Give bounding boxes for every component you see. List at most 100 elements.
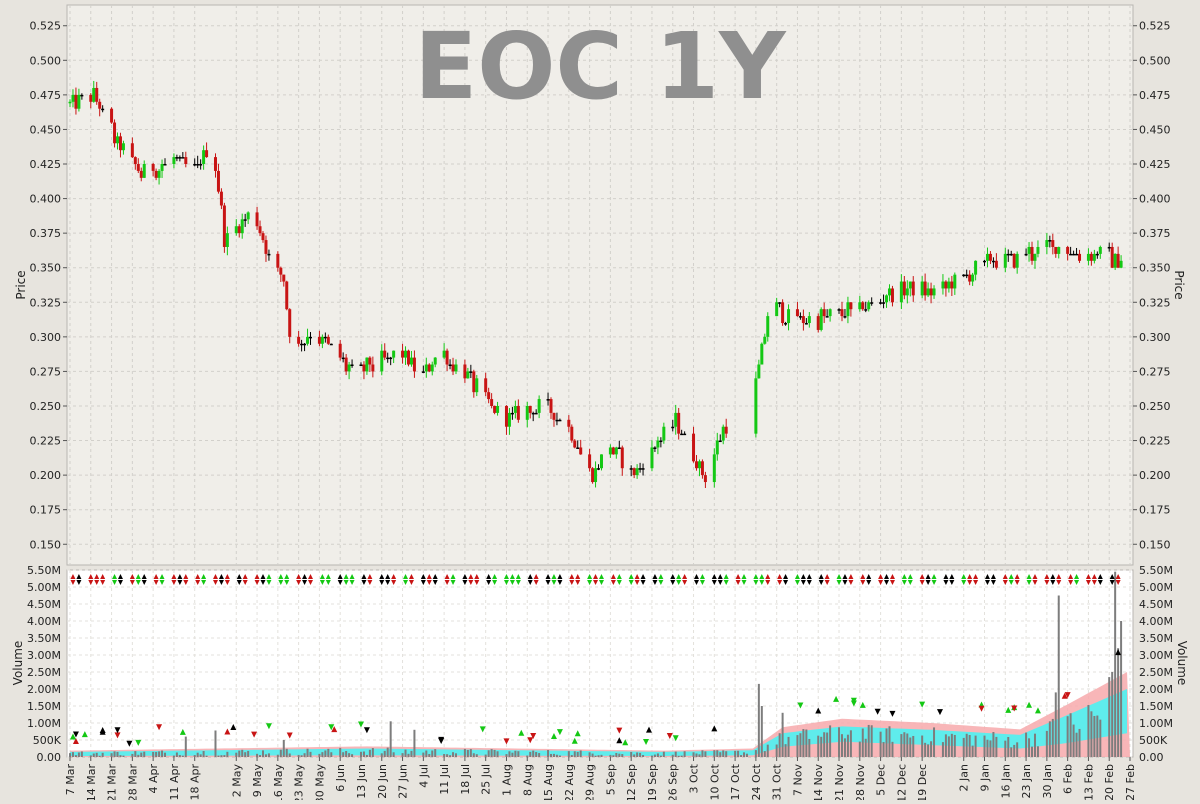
price-bar-body xyxy=(549,399,553,413)
price-bar-body xyxy=(234,226,238,234)
volume-bar xyxy=(650,755,653,757)
volume-bar xyxy=(164,752,167,757)
volume-bar xyxy=(431,750,434,757)
signal-marker-down xyxy=(177,580,183,585)
price-bar-body xyxy=(1009,253,1013,256)
volume-bar xyxy=(588,752,591,757)
date-tick-label: 6 Jun xyxy=(334,764,347,792)
volume-bar xyxy=(953,734,956,757)
signal-marker-up xyxy=(420,574,426,579)
price-tick-label: 0.475 xyxy=(30,89,62,102)
volume-bar xyxy=(1031,746,1034,757)
volume-bar xyxy=(1114,571,1117,757)
volume-bar xyxy=(734,750,737,757)
price-bar-body xyxy=(451,364,455,372)
price-bar-body xyxy=(763,336,767,344)
volume-bar xyxy=(947,736,950,757)
volume-signal-marker xyxy=(328,724,335,731)
price-bar-body xyxy=(219,191,223,206)
volume-tick-label: 0.00 xyxy=(37,751,62,764)
volume-signal-marker xyxy=(1115,649,1122,656)
signal-marker-down xyxy=(587,580,593,585)
date-tick-label: 13 Feb xyxy=(1082,764,1095,800)
price-bar-body xyxy=(837,309,841,311)
signal-marker-down xyxy=(693,580,699,585)
price-bar-body xyxy=(611,447,615,455)
volume-bar xyxy=(547,749,550,757)
volume-signal-marker xyxy=(135,739,142,746)
signal-marker-up xyxy=(628,574,634,579)
volume-bar xyxy=(846,734,849,757)
volume-signal-marker xyxy=(874,708,881,715)
price-bar-body xyxy=(608,447,612,455)
volume-bar xyxy=(558,755,561,757)
volume-signal-marker xyxy=(666,733,673,740)
date-tick-label: 27 Feb xyxy=(1124,764,1137,800)
volume-bar xyxy=(1120,621,1123,757)
price-bar-body xyxy=(258,226,262,234)
price-tick-label: 0.325 xyxy=(30,296,62,309)
price-bar-body xyxy=(199,164,203,166)
volume-tick-label: 4.50M xyxy=(27,598,61,611)
volume-signal-marker xyxy=(815,707,822,714)
signal-marker-up xyxy=(842,574,848,579)
signal-marker-down xyxy=(943,580,949,585)
price-bar-body xyxy=(828,309,832,317)
volume-signal-marker xyxy=(711,725,718,732)
signal-marker-down xyxy=(628,580,634,585)
price-bar-body xyxy=(887,288,891,296)
price-bar-body xyxy=(181,157,185,159)
signal-marker-down xyxy=(676,580,682,585)
price-bar-body xyxy=(380,350,384,372)
signal-marker-down xyxy=(349,580,355,585)
signal-marker-up xyxy=(587,574,593,579)
price-bar-body xyxy=(421,371,425,373)
signal-marker-up xyxy=(100,574,106,579)
signal-marker-down xyxy=(598,580,604,585)
signal-marker-up xyxy=(444,574,450,579)
signal-marker-down xyxy=(652,580,658,585)
volume-bar xyxy=(615,752,618,757)
signal-marker-up xyxy=(242,574,248,579)
volume-bar xyxy=(962,737,965,757)
price-bar-body xyxy=(1024,253,1028,256)
price-bar-body xyxy=(766,316,770,337)
date-tick-label: 14 Mar xyxy=(85,764,98,800)
price-tick-label: 0.400 xyxy=(1139,193,1171,206)
price-tick-label: 0.325 xyxy=(1139,296,1171,309)
signal-marker-up xyxy=(557,574,563,579)
price-tick-label: 0.350 xyxy=(1139,262,1171,275)
volume-bar xyxy=(636,752,639,757)
price-bar-body xyxy=(1078,253,1082,261)
signal-marker-up xyxy=(907,574,913,579)
signal-marker-down xyxy=(800,580,806,585)
price-tick-label: 0.225 xyxy=(1139,435,1171,448)
signal-marker-up xyxy=(699,574,705,579)
price-bar-body xyxy=(653,447,657,449)
volume-bar xyxy=(422,752,425,757)
signal-marker-up xyxy=(735,574,741,579)
date-tick-label: 5 Sep xyxy=(604,764,617,795)
date-tick-label: 20 Feb xyxy=(1103,764,1116,800)
price-bar-body xyxy=(454,364,458,372)
signal-marker-down xyxy=(741,580,747,585)
price-bar-body xyxy=(525,405,529,420)
signal-marker-down xyxy=(884,580,890,585)
signal-marker-up xyxy=(1074,574,1080,579)
date-tick-label: 18 Jul xyxy=(459,764,472,795)
volume-bar xyxy=(885,728,888,757)
signal-marker-up xyxy=(296,574,302,579)
price-bar-body xyxy=(1075,253,1079,256)
volume-bar xyxy=(796,735,799,757)
date-tick-label: 9 May xyxy=(251,764,264,798)
volume-signal-marker xyxy=(833,695,840,702)
signal-marker-down xyxy=(836,580,842,585)
volume-bar xyxy=(1048,721,1051,757)
price-bar-body xyxy=(534,412,538,415)
date-tick-label: 9 Jan xyxy=(979,764,992,791)
price-bar-body xyxy=(133,157,137,165)
price-bar-body xyxy=(703,475,707,483)
volume-bar xyxy=(261,750,264,757)
price-bar-body xyxy=(306,336,310,344)
price-bar-body xyxy=(558,419,562,422)
